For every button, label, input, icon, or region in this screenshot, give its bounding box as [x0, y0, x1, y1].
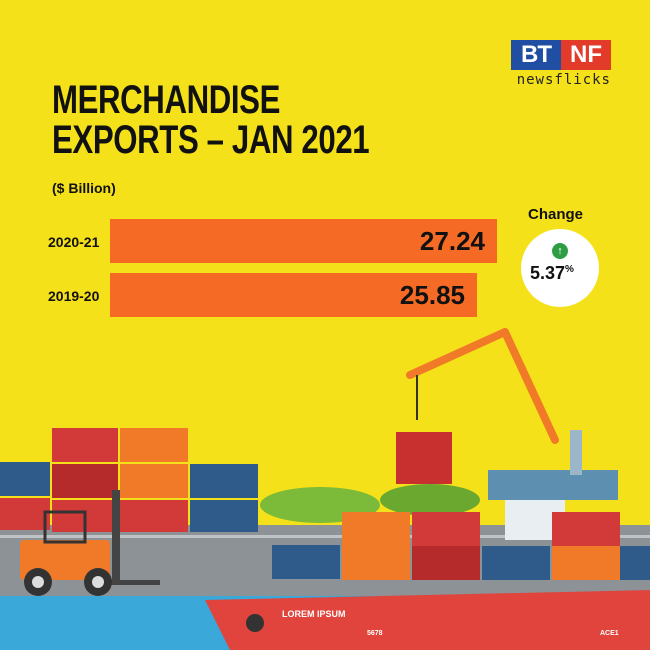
arrow-up-icon: ↑ — [552, 243, 568, 259]
change-value: 5.37% — [530, 263, 574, 283]
page-title: MERCHANDISE EXPORTS – JAN 2021 — [52, 78, 370, 162]
bar-2020-21: 27.24 — [110, 219, 497, 263]
brand-logo: BT NF newsflicks — [511, 40, 611, 88]
ship-number: 5678 — [367, 630, 383, 637]
logo-subtitle: newsflicks — [516, 72, 611, 88]
change-label: Change — [528, 206, 584, 223]
bar-2019-20: 25.85 — [110, 273, 477, 317]
bar-label-2020-21: 2020-21 — [48, 234, 100, 250]
title-line-2: EXPORTS – JAN 2021 — [52, 118, 370, 162]
bar-label-2019-20: 2019-20 — [48, 288, 100, 304]
bar-value-2019-20: 25.85 — [399, 280, 465, 310]
port-illustration — [0, 328, 650, 650]
ship-name: LOREM IPSUM — [282, 609, 346, 619]
change-badge — [521, 229, 599, 307]
ship-code: ACE1 — [600, 630, 619, 637]
logo-nf: NF — [561, 40, 611, 70]
unit-label: ($ Billion) — [52, 180, 116, 196]
bar-value-2020-21: 27.24 — [419, 226, 485, 256]
logo-bt: BT — [511, 40, 561, 70]
title-line-1: MERCHANDISE — [52, 78, 280, 122]
